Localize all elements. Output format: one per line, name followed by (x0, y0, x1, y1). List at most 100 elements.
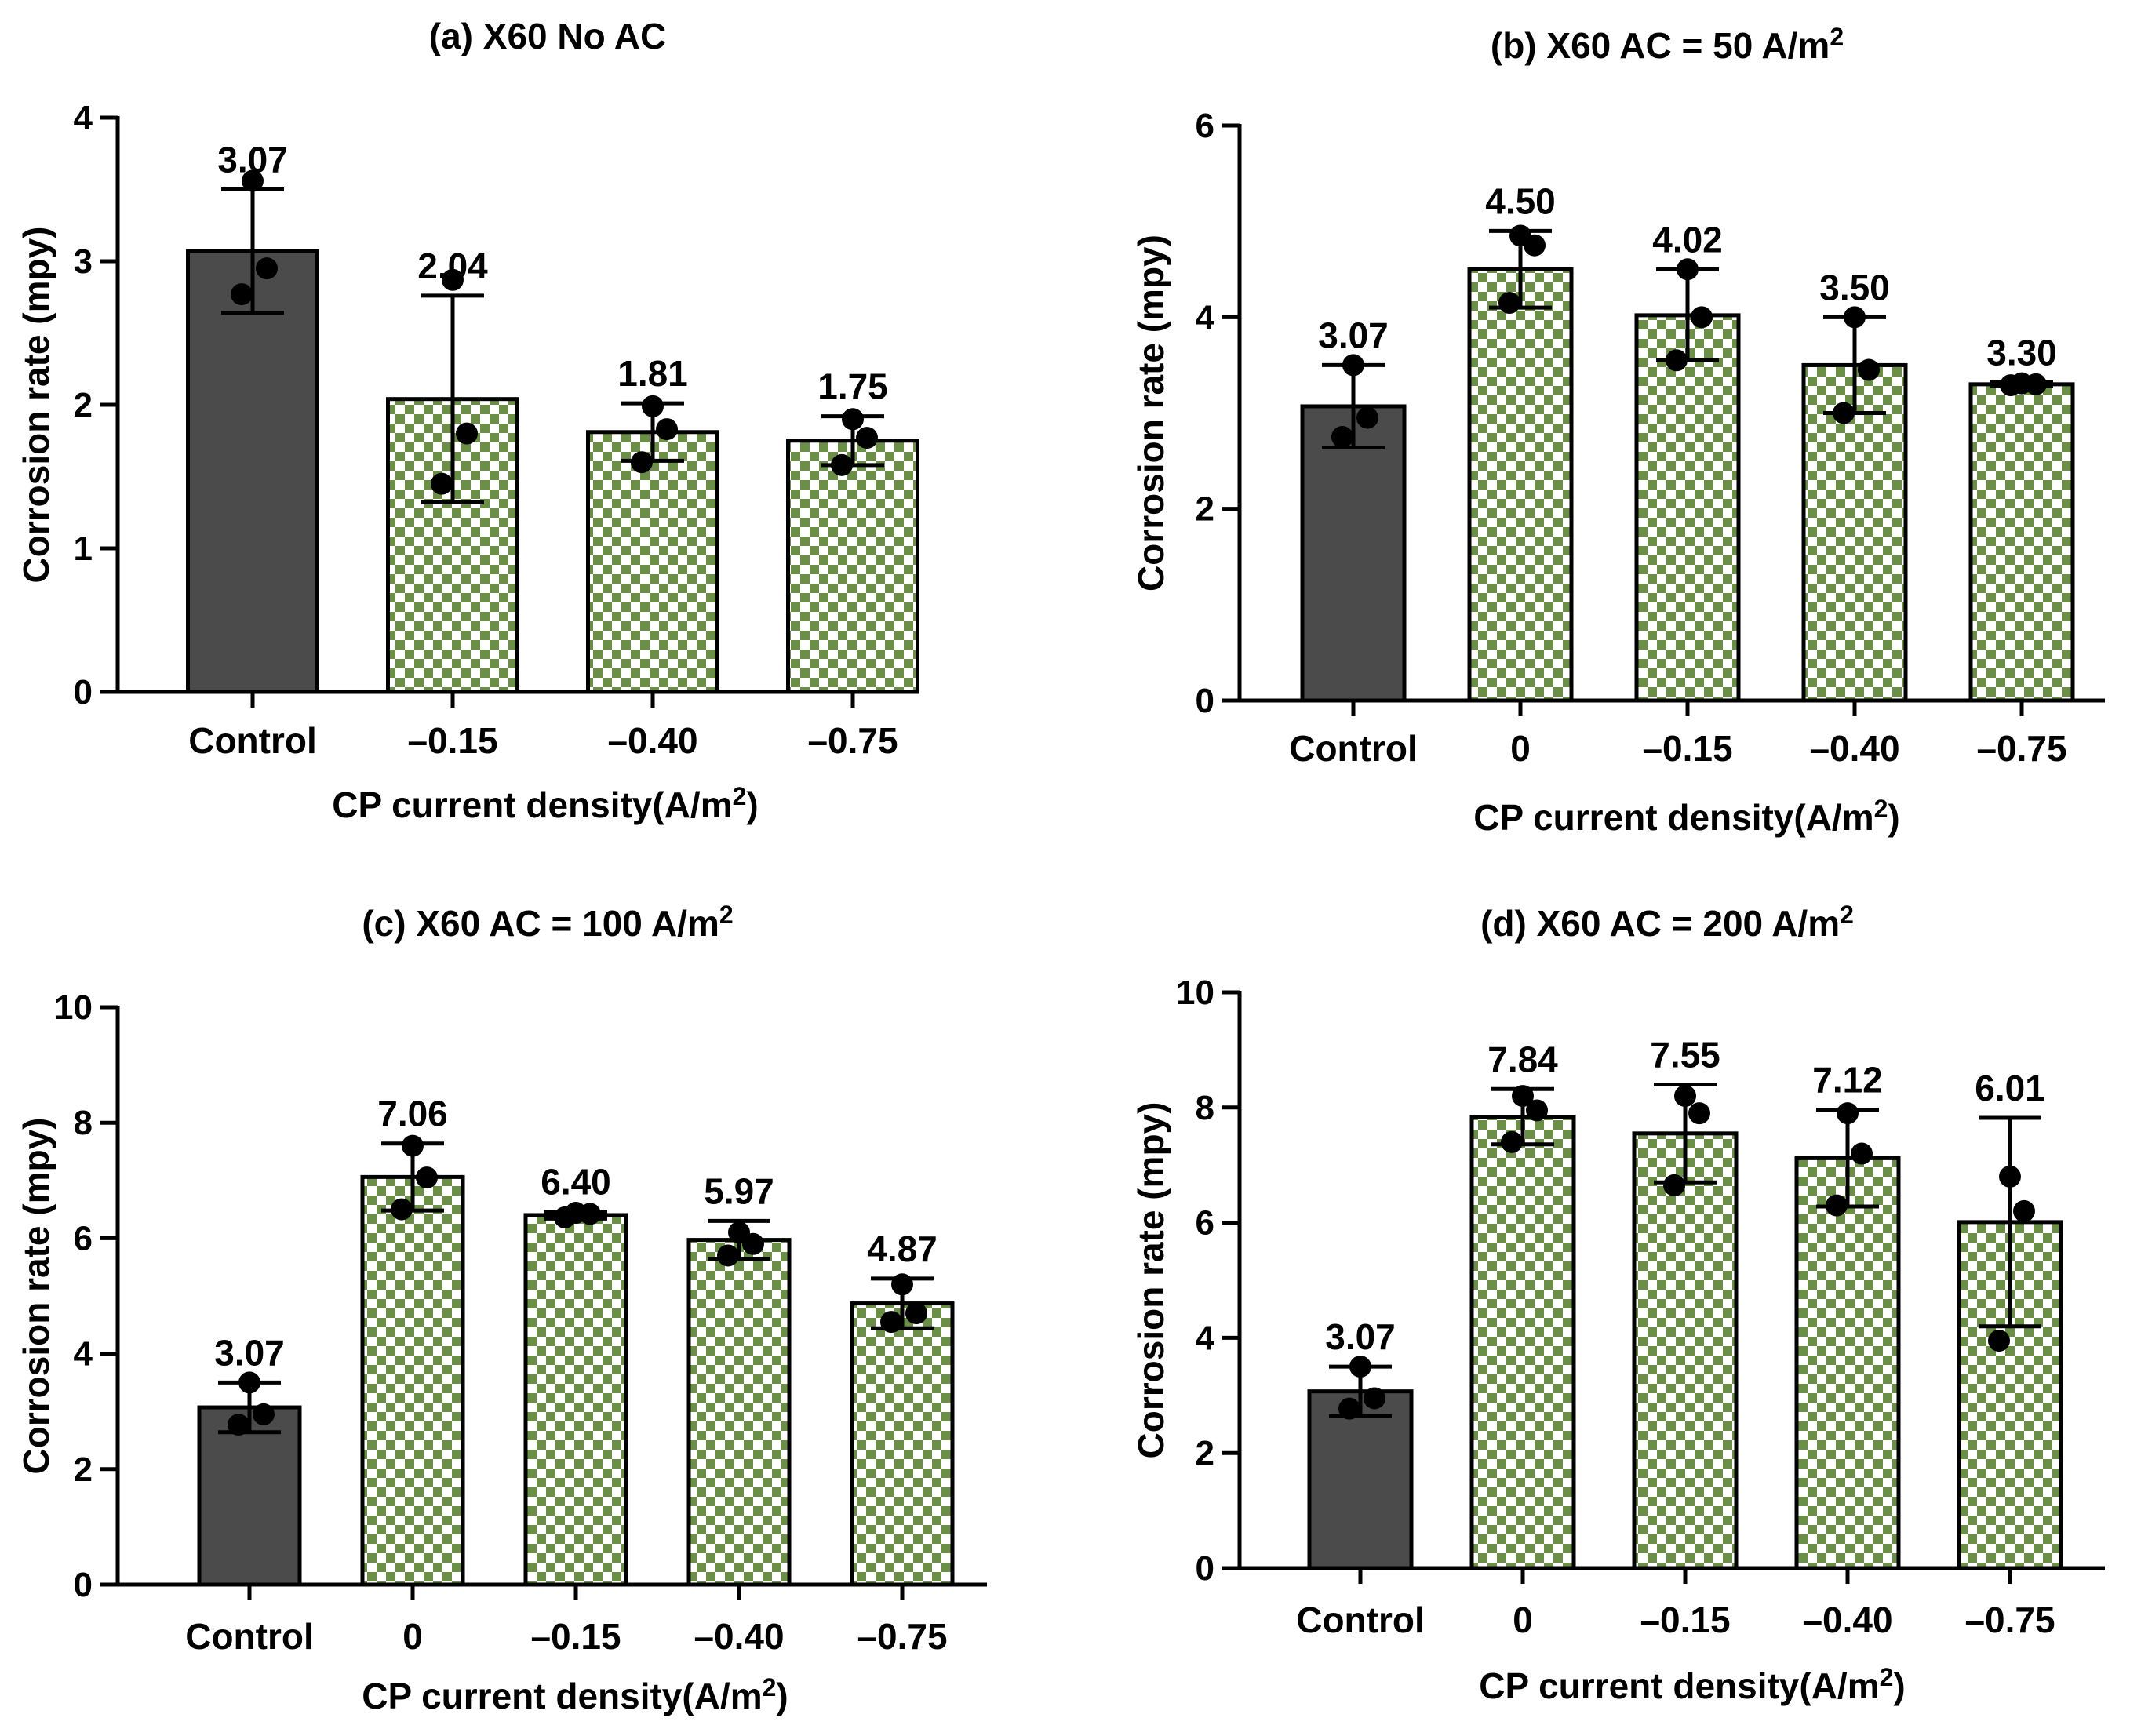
panel-title: (a) X60 No AC (429, 16, 666, 56)
data-point (1858, 358, 1880, 381)
y-axis-label: Corrosion rate (mpy) (1131, 1102, 1171, 1459)
panel-b: (b) X60 AC = 50 A/m2 Corrosion rate (mpy)… (1131, 23, 2105, 838)
data-point (856, 427, 878, 449)
data-point (1356, 406, 1378, 429)
data-point (1512, 1085, 1534, 1108)
data-point (1666, 349, 1688, 372)
panel-title: (d) X60 AC = 200 A/m2 (1480, 901, 1854, 944)
y-axis-label: Corrosion rate (mpy) (1131, 235, 1171, 591)
data-point (228, 1414, 249, 1436)
category-label: Control (188, 720, 317, 761)
data-point (1331, 426, 1353, 449)
x-axis-label: CP current density(A/m2) (1473, 795, 1900, 838)
data-label: 7.06 (377, 1094, 448, 1134)
category-label: –0.40 (1802, 1600, 1892, 1640)
y-tick-label: 8 (1196, 1089, 1214, 1127)
panel-a: (a) X60 No AC Corrosion rate (mpy) 0 1 2 3 4 3.… (16, 16, 919, 825)
data-point (416, 1166, 438, 1189)
y-tick-label: 1 (74, 530, 93, 568)
data-point (238, 1371, 260, 1394)
data-label: 6.01 (1975, 1068, 2045, 1108)
data-point (1988, 1330, 2010, 1352)
data-point (256, 257, 278, 280)
y-tick-label: 6 (1196, 107, 1214, 145)
y-tick-label: 6 (1196, 1204, 1214, 1243)
y-tick-label: 3 (74, 242, 93, 281)
data-point (391, 1198, 413, 1221)
category-label: –0.75 (807, 720, 898, 761)
data-label: 4.02 (1652, 219, 1723, 260)
category-label: Control (185, 1616, 314, 1657)
data-label: 3.07 (1318, 315, 1389, 355)
data-point (1851, 1142, 1873, 1165)
y-tick-label: 0 (74, 1566, 93, 1604)
data-point (842, 408, 864, 431)
category-label: 0 (1510, 728, 1531, 769)
bar (1300, 404, 1407, 703)
panel-d: (d) X60 AC = 200 A/m2 Corrosion rate (mpy… (1131, 901, 2105, 1706)
category-label: Control (1296, 1600, 1425, 1640)
bar (1801, 362, 1908, 703)
data-point (1498, 292, 1520, 315)
bar (686, 1238, 792, 1587)
data-label: 7.84 (1487, 1039, 1558, 1079)
y-axis-label: Corrosion rate (mpy) (16, 1118, 56, 1475)
bar (186, 249, 319, 694)
x-axis-label: CP current density(A/m2) (332, 782, 759, 825)
data-point (1677, 258, 1699, 281)
bar (197, 1405, 302, 1587)
category-label: –0.15 (407, 720, 497, 761)
data-point (1364, 1387, 1385, 1410)
data-point (717, 1244, 739, 1267)
bar (1794, 1156, 1901, 1570)
data-point (642, 395, 664, 417)
y-tick-label: 10 (1176, 974, 1214, 1012)
data-point (1833, 402, 1855, 424)
category-label: –0.15 (530, 1616, 621, 1657)
bar (1968, 382, 2075, 703)
category-label: –0.75 (1976, 728, 2066, 769)
data-label: 3.07 (1325, 1316, 1396, 1357)
data-point (880, 1311, 902, 1334)
category-label: –0.15 (1642, 728, 1732, 769)
data-point (1999, 1165, 2021, 1188)
panel-c: (c) X60 AC = 100 A/m2 Corrosion rate (mpy… (16, 901, 987, 1716)
data-label: 2.04 (417, 246, 488, 286)
y-tick-label: 10 (54, 988, 93, 1027)
data-point (891, 1273, 913, 1296)
data-label: 7.55 (1650, 1034, 1720, 1075)
data-point (1663, 1174, 1685, 1196)
data-point (2013, 1199, 2035, 1222)
panel-title: (c) X60 AC = 100 A/m2 (362, 901, 733, 944)
data-label: 7.12 (1812, 1060, 1883, 1101)
y-tick-label: 2 (1196, 490, 1214, 529)
data-point (1338, 1397, 1360, 1420)
category-label: 0 (1513, 1600, 1533, 1640)
y-axis-label: Corrosion rate (mpy) (16, 227, 56, 584)
data-label: 4.87 (867, 1228, 938, 1269)
category-label: –0.40 (694, 1616, 784, 1657)
x-axis-label: CP current density(A/m2) (362, 1673, 788, 1716)
y-tick-label: 2 (1196, 1434, 1214, 1472)
y-tick-label: 8 (74, 1104, 93, 1142)
x-axis-label: CP current density(A/m2) (1479, 1663, 1906, 1706)
bar (523, 1213, 628, 1587)
bar (1634, 313, 1741, 703)
bar (850, 1301, 955, 1587)
data-label: 4.50 (1485, 180, 1556, 221)
y-tick-label: 4 (74, 1335, 93, 1374)
category-label: 0 (402, 1616, 423, 1657)
bar (586, 430, 719, 694)
y-tick-label: 2 (74, 1450, 93, 1489)
y-tick-label: 4 (1196, 298, 1215, 337)
data-label: 1.75 (817, 366, 888, 407)
category-label: –0.15 (1640, 1600, 1730, 1640)
data-point (231, 283, 253, 306)
data-label: 5.97 (704, 1170, 774, 1211)
data-point (2011, 372, 2033, 395)
data-point (1688, 1102, 1710, 1125)
panel-title: (b) X60 AC = 50 A/m2 (1491, 23, 1844, 66)
data-point (1837, 1102, 1859, 1125)
data-point (1509, 224, 1531, 247)
